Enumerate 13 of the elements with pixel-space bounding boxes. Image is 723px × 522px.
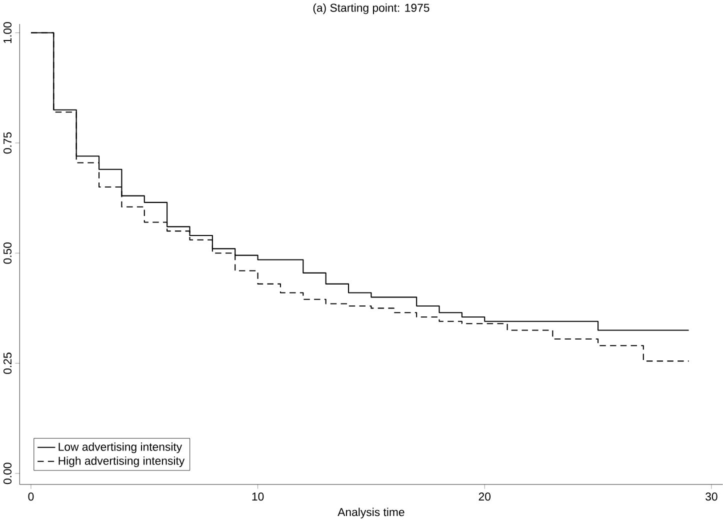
- legend-label: High advertising intensity: [58, 456, 185, 468]
- y-tick-label: 0.50: [3, 242, 12, 264]
- chart-title: (a) Starting point: 1975: [313, 4, 430, 14]
- y-tick-label: 1.00: [3, 22, 12, 44]
- y-tick-label: 0.00: [3, 462, 12, 484]
- y-tick-label: 0.75: [3, 132, 12, 154]
- x-tick-label: 10: [252, 492, 264, 501]
- x-tick-label: 20: [478, 492, 491, 501]
- x-axis-title: Analysis time: [338, 508, 404, 518]
- x-tick-label: 0: [28, 492, 34, 501]
- y-tick-label: 0.25: [3, 352, 12, 374]
- x-tick-label: 30: [706, 492, 718, 501]
- legend-label: Low advertising intensity: [58, 442, 182, 454]
